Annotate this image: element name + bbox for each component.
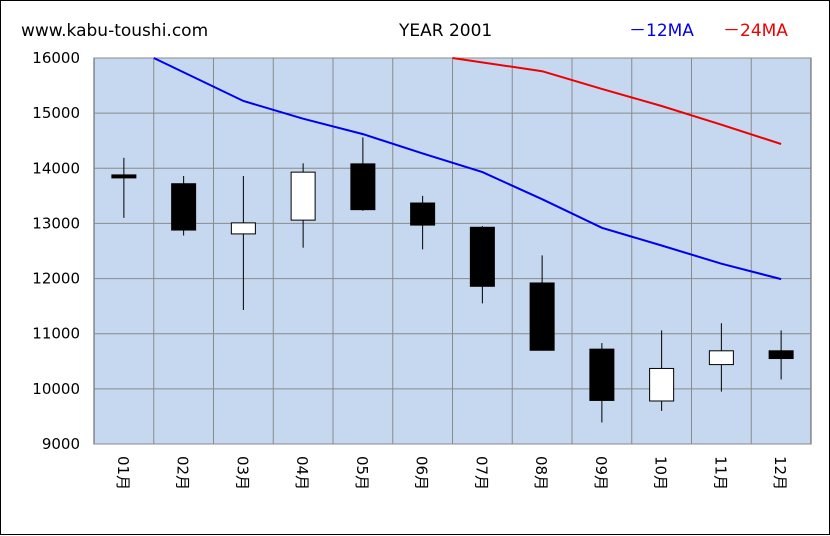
ma24-line (452, 57, 782, 145)
candle-body (230, 222, 256, 235)
x-tick-label: 10月 (652, 456, 670, 490)
x-axis: 01月 02月 03月 04月 05月 06月 07月 08月 09月 10月 11月 12月 (114, 456, 789, 490)
moving-averages (153, 57, 782, 281)
x-tick-label: 04月 (293, 456, 311, 490)
y-tick-label: 16000 (32, 49, 80, 67)
y-axis: 9000 10000 11000 12000 13000 14000 15000 16000 (32, 49, 80, 453)
legend-12ma: －12MA (629, 21, 694, 41)
candle-body (529, 282, 555, 351)
x-tick-label: 12月 (771, 456, 789, 490)
y-tick-label: 13000 (32, 214, 80, 232)
y-tick-label: 10000 (32, 380, 80, 398)
candle-body (589, 348, 615, 401)
candles (111, 137, 794, 423)
candle-body (171, 183, 197, 231)
y-tick-label: 12000 (32, 270, 80, 288)
x-tick-label: 07月 (472, 456, 490, 490)
candle-body (708, 350, 734, 366)
x-tick-label: 06月 (413, 456, 431, 490)
x-tick-label: 05月 (353, 456, 371, 490)
y-tick-label: 9000 (42, 435, 80, 453)
x-tick-label: 08月 (532, 456, 550, 490)
y-tick-label: 14000 (32, 159, 80, 177)
grid-lines (94, 57, 811, 445)
y-tick-label: 11000 (32, 325, 80, 343)
y-tick-label: 15000 (32, 104, 80, 122)
ma12-line (153, 57, 782, 281)
candle-body (290, 171, 316, 221)
x-tick-label: 09月 (592, 456, 610, 490)
chart-title: YEAR 2001 (398, 21, 492, 41)
candle-body (768, 350, 794, 360)
legend-24ma: －24MA (723, 21, 788, 41)
site-label: www.kabu-toushi.com (21, 21, 208, 41)
x-tick-label: 03月 (233, 456, 251, 490)
x-tick-label: 11月 (711, 456, 729, 490)
candle-body (649, 367, 675, 402)
candle-body (111, 174, 137, 179)
candle-body (410, 202, 436, 226)
candle-body (350, 163, 376, 211)
x-tick-label: 01月 (114, 456, 132, 490)
x-tick-label: 02月 (174, 456, 192, 490)
candle-body (469, 226, 495, 287)
